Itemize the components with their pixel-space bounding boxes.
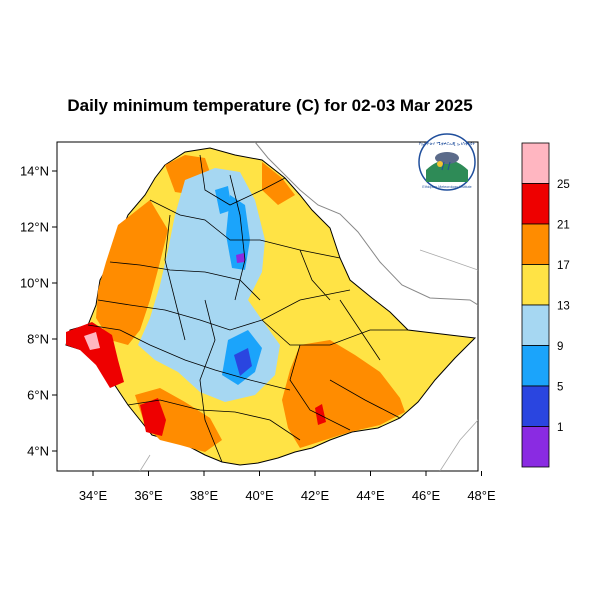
zone-orange-west	[96, 200, 168, 345]
x-axis: 34°E 36°E 38°E 40°E 42°E 44°E 46°E 48°E	[79, 471, 496, 503]
x-tick-label: 46°E	[412, 488, 441, 503]
legend-label: 13	[557, 301, 570, 313]
y-tick-label: 14°N	[20, 164, 49, 179]
zone-red-south	[140, 398, 166, 436]
legend-swatch	[521, 142, 550, 184]
x-tick-label: 48°E	[467, 488, 496, 503]
neighbour-border	[139, 454, 151, 471]
legend-swatch	[521, 264, 550, 306]
logo-amharic-text: የኢትዮጵያ ሜቲዎሮሎጂ ኢንስቲትዩት	[419, 141, 476, 146]
zone-orange-northeast	[262, 162, 295, 205]
legend-label: 5	[557, 382, 563, 394]
x-tick-label: 38°E	[190, 488, 219, 503]
zone-red-gambela	[66, 322, 124, 388]
legend-label: 9	[557, 341, 563, 353]
legend-swatch	[521, 183, 550, 225]
zone-orange-southeast	[282, 340, 405, 448]
x-tick-label: 34°E	[79, 488, 108, 503]
x-tick-label: 42°E	[301, 488, 330, 503]
ethiopian-meteorology-institute-logo: የኢትዮጵያ ሜቲዎሮሎጂ ኢንስቲትዩት Ethiopian Meteorol…	[418, 133, 476, 191]
y-axis: 14°N 12°N 10°N 8°N 6°N 4°N	[20, 164, 57, 459]
legend-label: 21	[557, 220, 570, 232]
y-tick-label: 6°N	[27, 388, 49, 403]
legend-swatch	[521, 304, 550, 346]
logo-english-text: Ethiopian Meteorology Institute	[422, 185, 471, 189]
coastline	[254, 142, 478, 306]
x-tick-label: 44°E	[356, 488, 385, 503]
legend-swatch	[521, 345, 550, 387]
zone-purple-spot	[236, 253, 245, 263]
legend-swatch	[521, 223, 550, 265]
color-legend: 25 21 17 13 9 5 1	[521, 142, 570, 468]
y-tick-label: 10°N	[20, 276, 49, 291]
legend-label: 1	[557, 422, 563, 434]
y-tick-label: 4°N	[27, 444, 49, 459]
legend-swatch	[521, 426, 550, 468]
zone-red-southeast	[315, 404, 326, 425]
legend-label: 17	[557, 260, 570, 272]
x-tick-label: 36°E	[134, 488, 163, 503]
map-title: Daily minimum temperature (C) for 02-03 …	[67, 96, 473, 115]
y-tick-label: 12°N	[20, 220, 49, 235]
zone-pink-gambela	[84, 332, 100, 350]
zone-indigo-bale	[234, 348, 252, 376]
legend-label: 25	[557, 179, 570, 191]
zone-blue-north	[215, 186, 232, 214]
x-tick-label: 40°E	[245, 488, 274, 503]
neighbour-border	[439, 419, 478, 471]
admin-boundaries	[87, 154, 408, 463]
y-tick-label: 8°N	[27, 332, 49, 347]
legend-swatch	[521, 385, 550, 427]
neighbour-border	[419, 249, 478, 271]
